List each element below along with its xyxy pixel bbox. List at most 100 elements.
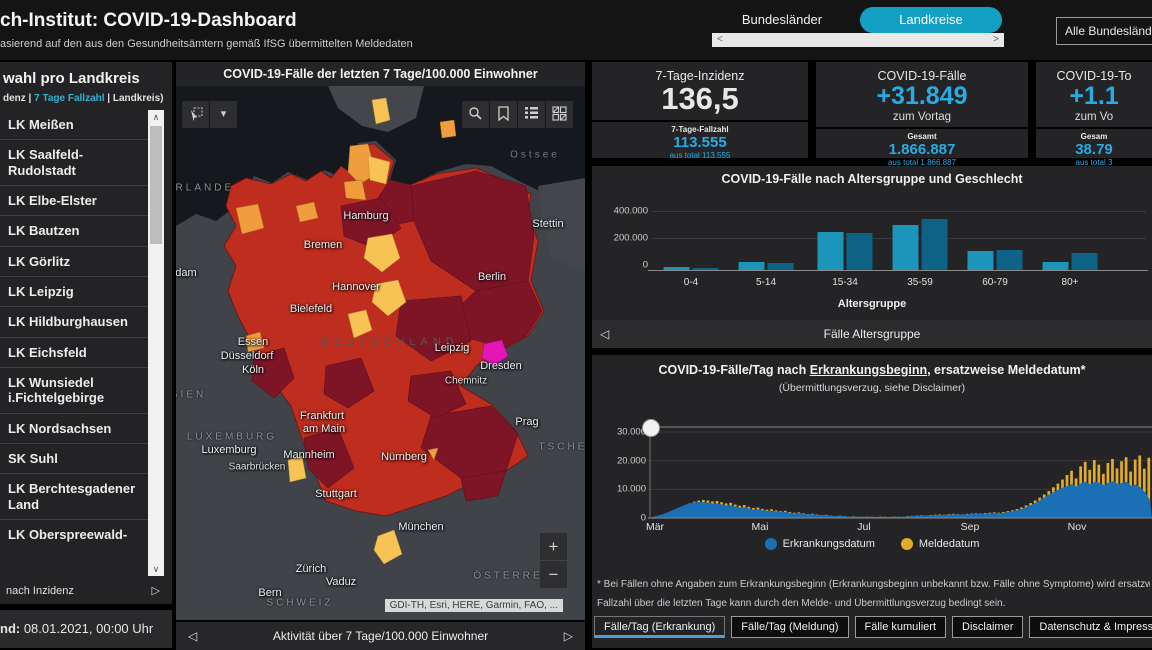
category-label: 35-59 xyxy=(907,277,933,288)
legend-item: Erkrankungsdatum xyxy=(764,538,875,550)
bar-series-1[interactable] xyxy=(663,267,690,270)
list-item-landkreis[interactable]: LK Elbe-Elster xyxy=(0,184,148,215)
list-item-landkreis[interactable]: LK Bautzen xyxy=(0,215,148,245)
category-label: 0-4 xyxy=(683,277,699,288)
tab-f-lle-tag-erkrankung-[interactable]: Fälle/Tag (Erkrankung) xyxy=(594,616,726,638)
bundesland-select[interactable]: Alle Bundesländer xyxy=(1056,17,1152,45)
time-chart-subtitle: (Übermittlungsverzug, siehe Disclaimer) xyxy=(778,382,966,394)
caret-down-icon[interactable]: ▾ xyxy=(210,101,237,128)
tab-bundeslaender[interactable]: Bundesländer xyxy=(741,12,823,27)
expand-right-icon[interactable]: ▷ xyxy=(151,585,160,597)
data-stand-panel: nd: 08.01.2021, 00:00 Uhr xyxy=(0,610,172,648)
tab-f-lle-tag-meldung-[interactable]: Fälle/Tag (Meldung) xyxy=(731,616,849,638)
bar-group xyxy=(967,250,1023,270)
list-item-landkreis[interactable]: LK Hildburghausen xyxy=(0,306,148,336)
category-label: 15-34 xyxy=(832,277,858,288)
select-tool-button[interactable] xyxy=(182,101,209,128)
bar-series-2[interactable] xyxy=(996,250,1023,270)
category-label: 80+ xyxy=(1061,277,1079,288)
bar-series-2[interactable] xyxy=(692,268,719,270)
age-panel-footer-tab[interactable]: ◁ Fälle Altersgruppe xyxy=(592,320,1152,348)
kpi-sub-small: aus total 1.866.887 xyxy=(887,157,957,167)
bar-group xyxy=(892,219,948,270)
list-item-landkreis[interactable]: LK Berchtesgadener Land xyxy=(0,473,148,519)
bar-series-2[interactable] xyxy=(1071,253,1098,270)
list-item-landkreis[interactable]: LK Saalfeld-Rudolstadt xyxy=(0,139,148,185)
kpi-sub-value: 38.79 xyxy=(1075,140,1113,158)
category-label: 5-14 xyxy=(755,277,777,288)
prev-arrow-icon[interactable]: ◁ xyxy=(188,629,198,643)
scroll-left-icon[interactable]: < xyxy=(717,34,723,45)
time-chart-title: COVID-19-Fälle/Tag nach Erkrankungsbegin… xyxy=(592,363,1152,377)
page-title: ch-Institut: COVID-19-Dashboard xyxy=(0,10,297,31)
map-canvas[interactable] xyxy=(176,86,585,620)
legend-label: Meldedatum xyxy=(918,538,980,550)
title-link-erkrankungsbeginn[interactable]: Erkrankungsbeginn xyxy=(809,363,928,377)
landkreis-list: LK Meißen LK Saalfeld-Rudolstadt LK Elbe-E… xyxy=(0,110,148,576)
sort-link-fallzahl[interactable]: 7 Tage Fallzahl xyxy=(34,93,105,104)
list-item-landkreis[interactable]: LK Eichsfeld xyxy=(0,336,148,367)
kpi-sub-small: aus total 113.555 xyxy=(669,150,731,160)
list-item-landkreis[interactable]: LK Leipzig xyxy=(0,275,148,306)
list-item-landkreis[interactable]: LK Görlitz xyxy=(0,245,148,276)
kpi-covid-faelle: COVID-19-Fälle +31.849 zum Vortag Gesamt… xyxy=(816,62,1028,167)
y-tick-label: 10.000 xyxy=(616,483,646,495)
list-item-landkreis[interactable]: LK Oberspreewald- xyxy=(0,518,148,549)
list-item-landkreis[interactable]: LK Nordsachsen xyxy=(0,412,148,443)
scroll-down-icon[interactable]: ∨ xyxy=(152,564,160,574)
basemap-icon[interactable] xyxy=(546,101,573,128)
bar-series-2[interactable] xyxy=(921,219,948,270)
bar-series-1[interactable] xyxy=(892,224,919,270)
bookmark-icon[interactable] xyxy=(490,101,517,128)
tab-f-lle-kumuliert[interactable]: Fälle kumuliert xyxy=(854,616,947,638)
list-item-landkreis[interactable]: SK Suhl xyxy=(0,442,148,473)
landkreis-sidebar: wahl pro Landkreis denz | 7 Tage Fallzah… xyxy=(0,62,172,604)
next-arrow-icon[interactable]: ▷ xyxy=(563,629,573,643)
sidebar-scrollbar[interactable]: ∧ ∨ xyxy=(148,110,164,576)
time-chart-canvas xyxy=(648,426,1152,519)
map-attribution: GDI-TH, Esri, HERE, Garmin, FAO, ... xyxy=(384,599,563,612)
tab-scrollbar[interactable]: < > xyxy=(712,33,1004,47)
page-subtitle: asierend auf den aus den Gesundheitsämte… xyxy=(0,38,413,50)
x-tick-label: Mai xyxy=(751,521,769,533)
time-chart-legend: Erkrankungsdatum Meldedatum xyxy=(592,538,1152,550)
y-tick-label: 0 xyxy=(642,259,648,271)
bar-series-1[interactable] xyxy=(738,261,765,270)
y-tick-label: 400.000 xyxy=(613,205,648,217)
age-chart-title: COVID-19-Fälle nach Altersgruppe und Ges… xyxy=(721,172,1023,186)
kpi-value: +31.849 xyxy=(876,82,968,110)
zoom-in-button[interactable]: + xyxy=(540,533,567,560)
layer-list-icon[interactable] xyxy=(518,101,545,128)
bar-series-2[interactable] xyxy=(767,263,794,270)
age-x-axis-label: Altersgruppe xyxy=(837,298,907,310)
kpi-caption: zum Vortag xyxy=(892,110,952,123)
collapse-left-icon[interactable]: ◁ xyxy=(600,327,610,341)
kpi-title: COVID-19-Fälle xyxy=(877,69,967,83)
bar-series-1[interactable] xyxy=(817,232,844,270)
zoom-out-button[interactable]: − xyxy=(540,561,567,588)
divider xyxy=(592,119,808,122)
search-icon[interactable] xyxy=(462,101,489,128)
bar-series-1[interactable] xyxy=(967,251,994,270)
scroll-up-icon[interactable]: ∧ xyxy=(152,112,160,122)
stand-label: nd: xyxy=(0,621,21,636)
time-slider-handle[interactable] xyxy=(642,419,660,437)
germany-map[interactable]: Ostsee Stettin Hamburg Bremen Berlin Hannover… xyxy=(176,86,585,620)
scrollbar-thumb[interactable] xyxy=(150,126,162,244)
x-axis-line xyxy=(648,270,1148,271)
bar-series-1[interactable] xyxy=(1042,261,1069,270)
list-item-landkreis[interactable]: LK Meißen xyxy=(8,117,74,132)
x-tick-label: Jul xyxy=(857,521,871,533)
tab-landkreise[interactable]: Landkreise xyxy=(860,7,1002,33)
tab-disclaimer[interactable]: Disclaimer xyxy=(952,616,1024,638)
list-item-landkreis[interactable]: LK Wunsiedel i.Fichtelgebirge xyxy=(0,366,148,413)
bar-series-2[interactable] xyxy=(846,233,873,270)
kpi-value: 136,5 xyxy=(661,81,739,116)
age-chart-panel: COVID-19-Fälle nach Altersgruppe und Ges… xyxy=(592,166,1152,348)
tab-datenschutz-impressum[interactable]: Datenschutz & Impressum xyxy=(1029,616,1152,638)
kpi-value: +1.1 xyxy=(1069,82,1119,110)
sort-nach-inzidenz-link[interactable]: nach Inzidenz xyxy=(6,585,74,597)
scroll-right-icon[interactable]: > xyxy=(993,34,999,45)
sort-suffix: | Landkreis) xyxy=(104,93,164,104)
activity-bar-label: Aktivität über 7 Tage/100.000 Einwohner xyxy=(272,629,489,643)
